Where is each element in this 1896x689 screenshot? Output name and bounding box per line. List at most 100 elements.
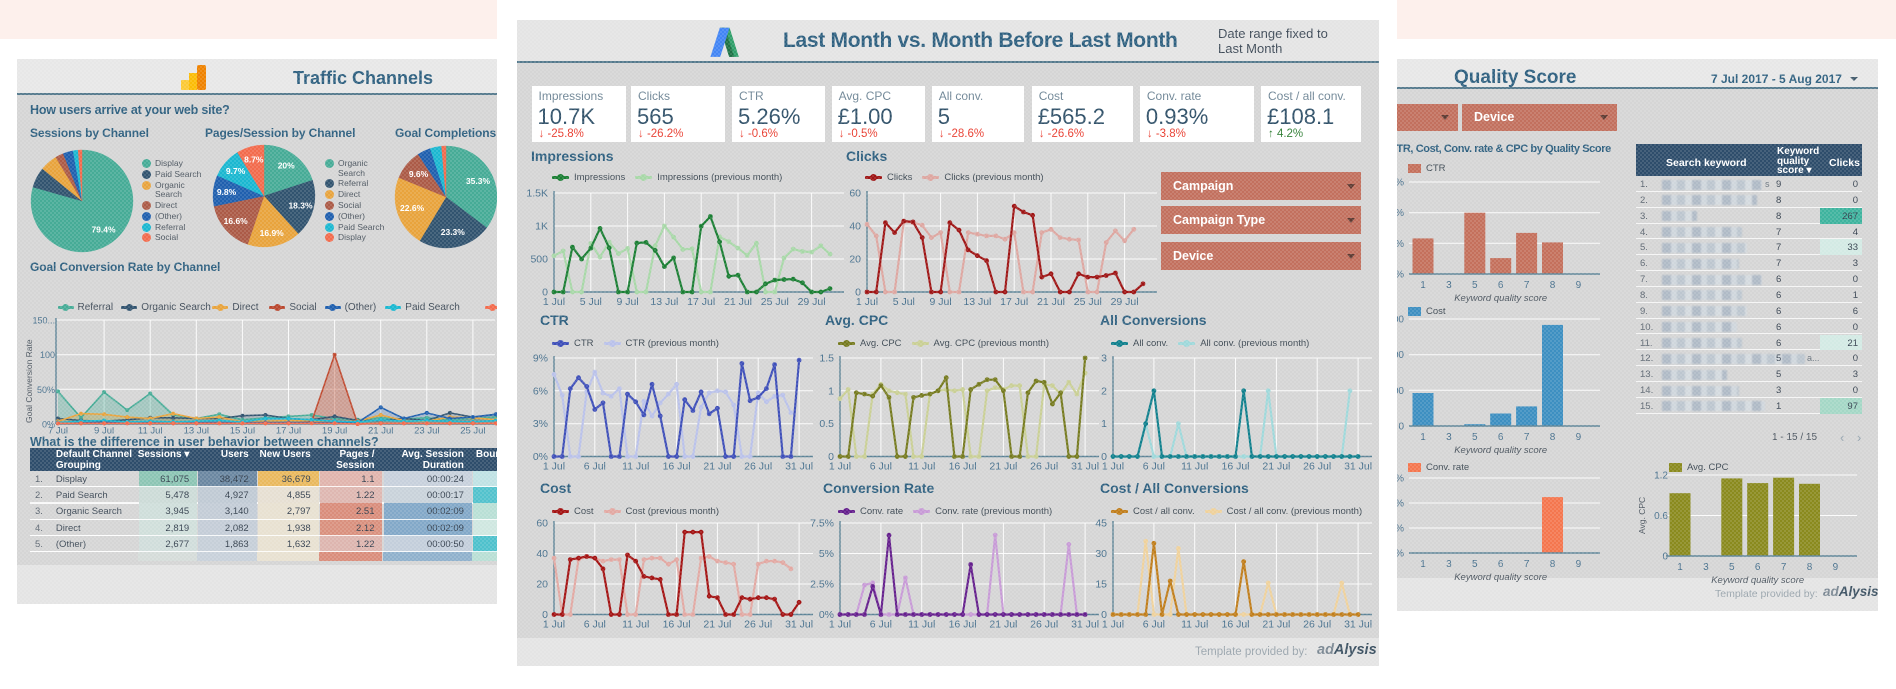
svg-text:16 Jul: 16 Jul [663,461,691,473]
svg-text:3: 3 [1446,432,1452,443]
svg-text:21 Jul: 21 Jul [703,461,731,473]
svg-text:5%: 5% [1397,239,1404,250]
svg-text:Keyword quality score: Keyword quality score [1711,575,1804,586]
svg-text:0%: 0% [1397,549,1404,560]
svg-text:7: 7 [1524,280,1530,291]
svg-text:22.6%: 22.6% [400,203,425,213]
svg-text:1 Jul: 1 Jul [543,618,565,630]
svg-text:3: 3 [1446,280,1452,291]
svg-text:21 Jul: 21 Jul [724,296,752,308]
svg-text:40: 40 [536,548,548,560]
svg-text:16.9%: 16.9% [260,228,285,238]
svg-text:9 Jul: 9 Jul [617,296,639,308]
svg-text:11 Jul: 11 Jul [1181,461,1208,473]
svg-text:15%: 15% [1397,178,1404,189]
svg-text:9 Jul: 9 Jul [930,296,952,308]
svg-text:3%: 3% [533,418,548,430]
svg-text:1 Jul: 1 Jul [1102,461,1124,473]
svg-text:1: 1 [1677,562,1683,573]
svg-text:20: 20 [849,254,861,266]
svg-text:26 Jul: 26 Jul [744,461,772,473]
svg-text:3: 3 [1101,353,1107,365]
svg-text:25 Jul: 25 Jul [1074,296,1102,308]
svg-text:18.3%: 18.3% [288,201,313,211]
svg-text:8: 8 [1550,432,1556,443]
svg-text:16 Jul: 16 Jul [949,461,977,473]
svg-text:1 Jul: 1 Jul [829,461,851,473]
svg-text:9.6%: 9.6% [409,169,429,179]
svg-text:31 Jul: 31 Jul [785,461,813,473]
svg-text:9: 9 [1576,432,1582,443]
svg-text:16 Jul: 16 Jul [1221,461,1249,473]
svg-text:35.3%: 35.3% [466,176,491,186]
svg-text:5: 5 [1729,562,1735,573]
svg-text:21 Jul: 21 Jul [703,618,731,630]
svg-text:15: 15 [1095,578,1107,590]
svg-text:20: 20 [536,578,548,590]
svg-text:6 Jul: 6 Jul [870,461,892,473]
svg-text:0: 0 [1101,451,1107,463]
svg-text:31 Jul: 31 Jul [1344,618,1372,630]
svg-text:21 Jul: 21 Jul [1262,461,1290,473]
svg-text:1 Jul: 1 Jul [543,296,565,308]
svg-text:600: 600 [1397,315,1404,326]
svg-text:60: 60 [849,188,861,200]
svg-text:Keyword quality score: Keyword quality score [1454,293,1547,304]
svg-text:0: 0 [1662,552,1668,563]
svg-text:100: 100 [40,350,55,360]
svg-text:6%: 6% [533,385,548,397]
svg-text:1 Jul: 1 Jul [829,618,851,630]
svg-text:9 Jul: 9 Jul [94,426,114,437]
svg-text:9%: 9% [533,353,548,365]
svg-text:0%: 0% [533,451,548,463]
svg-text:0: 0 [855,287,861,299]
svg-text:8: 8 [1550,559,1556,570]
svg-text:0: 0 [542,609,548,621]
svg-text:60: 60 [536,517,548,529]
svg-text:0%: 0% [42,420,55,430]
svg-text:1: 1 [828,385,834,397]
svg-text:13 Jul: 13 Jul [963,296,991,308]
svg-text:29 Jul: 29 Jul [798,296,826,308]
svg-text:1: 1 [1420,432,1426,443]
svg-text:6 Jul: 6 Jul [870,618,892,630]
svg-text:25 Jul: 25 Jul [460,426,485,437]
svg-text:0.6: 0.6 [1654,511,1668,522]
svg-text:6: 6 [1498,559,1504,570]
svg-text:0: 0 [1101,609,1107,621]
svg-text:17 Jul: 17 Jul [1000,296,1028,308]
svg-text:0: 0 [542,287,548,299]
svg-text:1 Jul: 1 Jul [543,461,565,473]
svg-text:9: 9 [1576,559,1582,570]
svg-text:50%: 50% [37,385,55,395]
svg-text:3: 3 [1703,562,1709,573]
svg-text:9: 9 [1576,280,1582,291]
svg-text:11 Jul: 11 Jul [138,426,163,437]
svg-text:7.5%: 7.5% [810,517,834,529]
svg-text:1K: 1K [535,221,548,233]
svg-text:16 Jul: 16 Jul [1221,618,1249,630]
svg-text:26 Jul: 26 Jul [1303,461,1331,473]
svg-text:26 Jul: 26 Jul [744,618,772,630]
svg-text:2.5%: 2.5% [810,578,834,590]
svg-text:150...: 150... [32,316,55,326]
svg-text:8: 8 [1807,562,1813,573]
svg-text:1 Jul: 1 Jul [1102,618,1124,630]
svg-text:10%: 10% [1397,208,1404,219]
svg-text:9: 9 [1833,562,1839,573]
svg-text:31 Jul: 31 Jul [1071,461,1099,473]
svg-text:9.7%: 9.7% [226,166,246,176]
svg-text:21 Jul: 21 Jul [989,618,1017,630]
svg-text:6: 6 [1498,280,1504,291]
svg-text:7: 7 [1781,562,1787,573]
svg-text:11 Jul: 11 Jul [622,461,649,473]
svg-text:29 Jul: 29 Jul [1111,296,1139,308]
svg-text:5: 5 [1472,280,1478,291]
svg-text:1.2: 1.2 [1654,471,1668,482]
svg-text:0.5: 0.5 [819,418,834,430]
svg-text:1: 1 [1420,559,1426,570]
svg-text:1.5K: 1.5K [526,188,548,200]
svg-text:2.4%: 2.4% [1397,474,1404,485]
svg-text:5%: 5% [819,548,834,560]
svg-text:3: 3 [1446,559,1452,570]
